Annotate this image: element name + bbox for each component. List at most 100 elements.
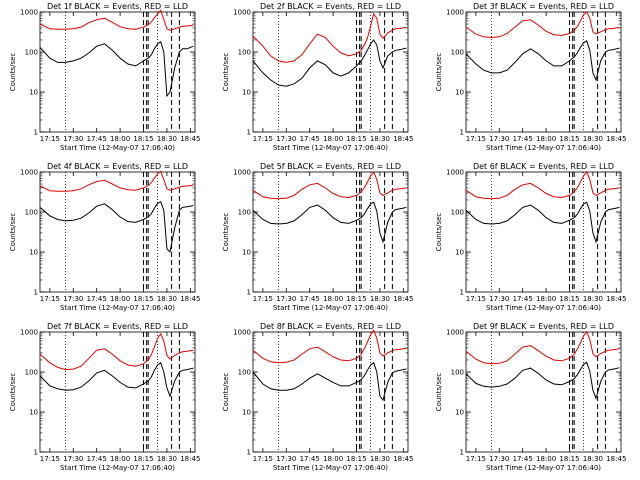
plot-frame	[465, 331, 622, 453]
x-axis-label: Start Time (12-May-07 17:06:40)	[486, 464, 601, 472]
x-tick-label: 18:45	[606, 455, 626, 463]
x-tick-label: 17:15	[466, 295, 486, 303]
x-tick-label: 17:45	[513, 295, 533, 303]
y-axis-label: Counts/sec	[435, 213, 443, 252]
y-tick-label: 10	[455, 89, 464, 97]
y-tick-label: 1000	[233, 329, 251, 337]
x-tick-label: 18:00	[110, 295, 130, 303]
series-line-events	[252, 362, 407, 402]
y-tick-label: 100	[238, 49, 251, 57]
x-tick-label: 17:15	[253, 455, 273, 463]
x-tick-label: 17:45	[87, 295, 107, 303]
x-tick-label: 17:15	[253, 295, 273, 303]
y-tick-label: 1	[34, 289, 38, 297]
plot-frame	[252, 171, 409, 293]
panel-5: Det 5f BLACK = Events, RED = LLD 1 10 100 10…	[222, 162, 413, 312]
x-tick-label: 18:00	[110, 455, 130, 463]
y-tick-label: 100	[238, 209, 251, 217]
x-tick-label: 17:15	[466, 135, 486, 143]
x-tick-label: 18:00	[536, 135, 556, 143]
x-tick-label: 17:15	[40, 295, 60, 303]
x-axis-label: Start Time (12-May-07 17:06:40)	[486, 304, 601, 312]
x-tick-label: 17:45	[300, 295, 320, 303]
x-tick-label: 18:00	[110, 135, 130, 143]
x-tick-label: 18:15	[133, 135, 153, 143]
x-tick-label: 18:15	[133, 455, 153, 463]
x-tick-label: 18:45	[393, 295, 413, 303]
y-axis-label: Counts/sec	[222, 53, 230, 92]
y-tick-label: 10	[29, 249, 38, 257]
x-tick-label: 18:45	[393, 135, 413, 143]
panel-title: Det 4f BLACK = Events, RED = LLD	[47, 162, 188, 171]
y-tick-label: 1	[247, 449, 251, 457]
x-tick-label: 18:45	[606, 295, 626, 303]
series-line-events	[465, 40, 620, 82]
x-tick-label: 18:15	[559, 135, 579, 143]
x-tick-label: 18:00	[323, 455, 343, 463]
x-tick-label: 18:00	[323, 135, 343, 143]
y-axis-label: Counts/sec	[222, 213, 230, 252]
panel-title: Det 3f BLACK = Events, RED = LLD	[473, 2, 614, 11]
x-tick-label: 18:15	[346, 295, 366, 303]
y-tick-label: 10	[455, 409, 464, 417]
x-axis-label: Start Time (12-May-07 17:06:40)	[486, 144, 601, 152]
y-tick-label: 10	[242, 409, 251, 417]
x-tick-label: 18:45	[180, 455, 200, 463]
x-tick-label: 18:30	[370, 135, 390, 143]
x-tick-label: 18:30	[157, 455, 177, 463]
x-tick-label: 18:15	[559, 455, 579, 463]
y-axis-label: Counts/sec	[9, 213, 17, 252]
x-tick-label: 17:30	[489, 455, 509, 463]
x-tick-label: 18:30	[583, 295, 603, 303]
x-tick-label: 18:45	[393, 455, 413, 463]
y-tick-label: 10	[242, 249, 251, 257]
y-tick-label: 10	[242, 89, 251, 97]
plot-frame	[465, 11, 622, 133]
panel-title: Det 7f BLACK = Events, RED = LLD	[47, 322, 188, 331]
x-axis-label: Start Time (12-May-07 17:06:40)	[273, 144, 388, 152]
y-tick-label: 100	[25, 209, 38, 217]
y-tick-label: 100	[451, 209, 464, 217]
panel-8: Det 8f BLACK = Events, RED = LLD 1 10 100 10…	[222, 322, 413, 472]
x-tick-label: 17:45	[87, 455, 107, 463]
series-line-events	[39, 41, 194, 98]
y-tick-label: 10	[29, 409, 38, 417]
series-line-events	[252, 39, 407, 87]
y-tick-label: 1000	[20, 9, 38, 17]
x-axis-label: Start Time (12-May-07 17:06:40)	[273, 304, 388, 312]
panel-title: Det 2f BLACK = Events, RED = LLD	[260, 2, 401, 11]
plot-frame	[465, 171, 622, 293]
y-tick-label: 1000	[233, 169, 251, 177]
x-tick-label: 18:30	[157, 295, 177, 303]
y-axis-label: Counts/sec	[9, 373, 17, 412]
panel-9: Det 9f BLACK = Events, RED = LLD 1 10 100 10…	[435, 322, 626, 472]
panel-3: Det 3f BLACK = Events, RED = LLD 1 10 100 10…	[435, 2, 626, 152]
y-tick-label: 100	[451, 369, 464, 377]
plot-frame	[252, 331, 409, 453]
x-tick-label: 17:45	[513, 135, 533, 143]
x-tick-label: 18:45	[180, 295, 200, 303]
y-tick-label: 1	[247, 289, 251, 297]
y-axis-label: Counts/sec	[435, 53, 443, 92]
y-tick-label: 1	[460, 449, 464, 457]
panel-title: Det 9f BLACK = Events, RED = LLD	[473, 322, 614, 331]
series-line-events	[465, 361, 620, 400]
x-tick-label: 18:15	[133, 295, 153, 303]
x-tick-label: 18:30	[157, 135, 177, 143]
plot-frame	[39, 331, 196, 453]
x-axis-label: Start Time (12-May-07 17:06:40)	[60, 464, 175, 472]
x-tick-label: 18:30	[583, 455, 603, 463]
x-tick-label: 18:15	[559, 295, 579, 303]
x-tick-label: 18:00	[536, 295, 556, 303]
x-tick-label: 18:45	[180, 135, 200, 143]
y-tick-label: 1	[460, 289, 464, 297]
x-axis-label: Start Time (12-May-07 17:06:40)	[60, 304, 175, 312]
y-tick-label: 1000	[446, 169, 464, 177]
y-tick-label: 100	[238, 369, 251, 377]
panel-title: Det 5f BLACK = Events, RED = LLD	[260, 162, 401, 171]
x-tick-label: 18:30	[370, 295, 390, 303]
x-tick-label: 17:30	[63, 135, 83, 143]
panel-4: Det 4f BLACK = Events, RED = LLD 1 10 100 10…	[9, 162, 200, 312]
panel-7: Det 7f BLACK = Events, RED = LLD 1 10 100 10…	[9, 322, 200, 472]
